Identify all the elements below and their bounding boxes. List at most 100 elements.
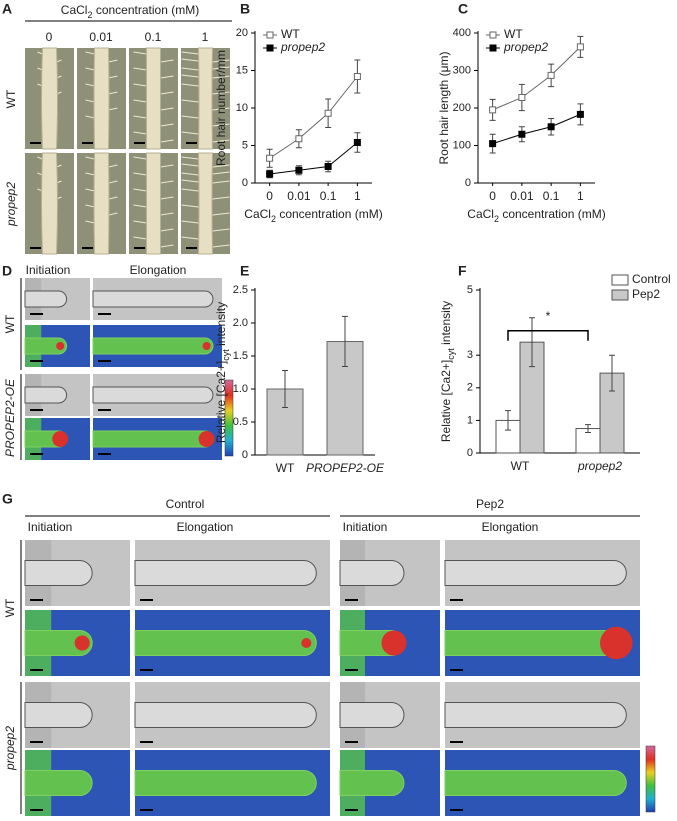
root-hair	[160, 212, 174, 216]
point	[547, 123, 555, 131]
root-hair	[133, 156, 147, 160]
y-tick-label: 0	[242, 449, 248, 461]
root-hair	[160, 139, 174, 143]
panel-title-sub: 2	[87, 10, 92, 20]
root-hair-tube	[24, 769, 93, 797]
row-label: WT	[4, 89, 18, 108]
root-hair	[212, 180, 230, 184]
legend-marker	[489, 31, 497, 39]
root-hair	[133, 204, 147, 208]
root-hair	[212, 139, 230, 143]
column-label: Initiation	[28, 520, 73, 534]
root-hair	[181, 236, 199, 240]
root-hair-tube	[339, 701, 405, 729]
point	[324, 163, 332, 170]
root-hair	[160, 75, 174, 79]
x-axis-label-sub: 2	[271, 214, 276, 224]
root-hair	[212, 196, 230, 200]
legend-label: Pep2	[632, 287, 660, 301]
root-hair	[212, 75, 230, 79]
root-hair-tube	[92, 386, 214, 404]
row-label: PROPEP2-OE	[3, 378, 17, 457]
y-tick-label: 0	[242, 177, 248, 189]
panel-label: A	[2, 1, 12, 17]
series-line	[492, 113, 581, 145]
column-label: Initiation	[26, 263, 71, 277]
y-tick-label: 10	[236, 102, 248, 114]
root-hair	[85, 156, 95, 160]
point	[353, 73, 361, 80]
y-axis-label-main: Relative [Ca2+]	[214, 361, 228, 443]
legend-label: WT	[504, 27, 523, 41]
root-hair	[133, 83, 147, 87]
root-hair	[212, 91, 230, 95]
panel-title-rest: concentration (mM)	[92, 3, 199, 17]
point	[518, 130, 526, 138]
column-label: 1	[202, 30, 209, 44]
error-bar	[529, 317, 535, 368]
root-hair	[108, 59, 118, 63]
x-tick-label: 1	[577, 189, 584, 203]
series-line	[269, 142, 358, 175]
root-hair	[181, 156, 199, 160]
point	[295, 166, 303, 174]
root-hair	[133, 115, 147, 119]
group-label: Pep2	[476, 497, 504, 511]
root-hair	[181, 220, 199, 224]
x-tick-label: WT	[511, 459, 530, 473]
column-label: 0.01	[89, 30, 113, 44]
y-axis-label-sub: cyt	[221, 349, 231, 361]
root-hair	[181, 99, 199, 103]
root-hair	[160, 59, 174, 63]
legend-label: propep2	[280, 40, 325, 54]
root-hair-tube	[339, 559, 405, 587]
legend-marker	[489, 44, 497, 52]
x-axis-label-main: CaCl	[467, 207, 494, 221]
point	[295, 135, 303, 143]
root-hair-tube	[24, 386, 68, 404]
root	[145, 47, 161, 150]
row-label: propep2	[3, 726, 17, 771]
root-hair	[133, 172, 147, 176]
panel-label: E	[240, 263, 249, 279]
root-hair	[108, 107, 118, 111]
root	[41, 152, 58, 255]
legend-label: propep2	[503, 40, 548, 54]
y-tick-label: 2.5	[233, 284, 248, 296]
root-hair-tube	[339, 769, 405, 797]
y-tick-label: 5	[467, 284, 473, 296]
root-hair	[160, 123, 174, 127]
row-label: propep2	[4, 182, 18, 227]
column-label: Elongation	[482, 520, 539, 534]
column-label: Elongation	[130, 263, 187, 277]
point	[266, 170, 274, 178]
root-hair	[160, 91, 174, 95]
calcium-signal	[198, 431, 215, 447]
calcium-signal	[600, 626, 633, 660]
root-hair	[212, 164, 230, 168]
root	[41, 47, 58, 150]
root-hair	[212, 123, 230, 127]
y-axis-label-sub: cyt	[446, 348, 456, 360]
root-hair-tube	[92, 290, 214, 308]
point	[489, 140, 497, 148]
root-hair	[181, 172, 199, 176]
x-tick-label: 0	[266, 189, 273, 203]
y-tick-label: 0	[465, 177, 471, 189]
root-hair	[181, 204, 199, 208]
y-tick-label: 1.5	[233, 350, 248, 362]
root-hair	[133, 236, 147, 240]
x-tick-label: 0.1	[320, 189, 337, 203]
root-hair	[108, 75, 118, 79]
root-hair-tube	[24, 701, 93, 729]
legend-swatch	[611, 274, 629, 286]
root-hair	[181, 58, 199, 62]
root-hair	[160, 107, 174, 111]
root-hair-tube	[24, 290, 68, 308]
y-tick-label: 2.0	[233, 317, 248, 329]
root-hair	[212, 228, 230, 232]
root-hair	[37, 51, 43, 55]
root-hair	[181, 67, 199, 71]
point	[547, 71, 555, 79]
column-label: 0.1	[145, 30, 162, 44]
